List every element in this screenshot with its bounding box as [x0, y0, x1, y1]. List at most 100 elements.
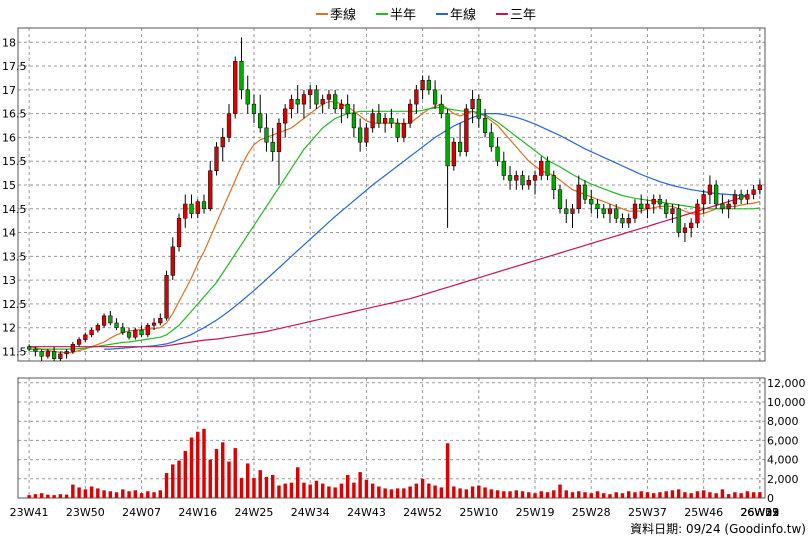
volume-bar	[701, 490, 706, 498]
candle-body	[645, 203, 650, 210]
price-tick-label: 14.5	[2, 203, 27, 216]
volume-bar	[751, 492, 756, 498]
candle-body	[70, 344, 75, 352]
candle-body	[520, 175, 525, 186]
candle-body	[582, 184, 588, 200]
x-tick-label: 26W39	[740, 506, 779, 519]
volume-bar	[283, 483, 287, 498]
volume-bar	[564, 490, 568, 498]
candle-body	[482, 118, 488, 133]
moving-average-lines	[29, 101, 761, 354]
candle-body	[545, 160, 550, 176]
volume-bar	[177, 460, 181, 498]
candle-body	[489, 132, 494, 148]
volume-bar	[739, 493, 743, 498]
candle-body	[426, 80, 431, 91]
volume-bar	[171, 464, 175, 498]
volume-bar	[64, 494, 69, 498]
x-tick-label: 24W34	[291, 506, 330, 519]
price-tick-label: 17	[2, 84, 16, 97]
volume-bar	[689, 493, 693, 498]
candle-body	[557, 189, 563, 210]
volume-bar	[470, 486, 475, 498]
volume-bar	[639, 491, 643, 498]
x-tick-label: 24W43	[347, 506, 386, 519]
candle-body	[714, 184, 719, 205]
candle-body	[726, 203, 731, 210]
candle-body	[526, 179, 531, 186]
price-tick-label: 11.5	[2, 345, 27, 358]
legend: 季線 半年 年線 三年	[316, 7, 536, 23]
volume-bar	[433, 485, 437, 498]
candle-body	[401, 122, 406, 138]
volume-bar	[227, 461, 231, 498]
volume-bar	[539, 491, 543, 498]
candle-body	[145, 325, 150, 336]
volume-bar	[670, 490, 675, 498]
volume-bar	[139, 493, 144, 498]
candle-body	[657, 199, 663, 205]
volume-plot-frame	[17, 377, 766, 499]
candle-body	[495, 146, 500, 162]
volume-bar	[39, 493, 44, 498]
volume-bar	[620, 493, 625, 498]
volume-bar	[514, 490, 519, 498]
candle-body	[476, 99, 481, 119]
candle-body	[358, 127, 363, 143]
volume-bar	[202, 428, 206, 498]
price-tick-label: 18	[2, 36, 16, 49]
volume-bar	[720, 489, 725, 498]
volume-axis-labels: 12,000 10,000 8,000 6,000 4,000 2,000 0	[767, 377, 806, 505]
price-axis-labels: 18 17.5 17 16.5 16 15.5 15 14.5 14 13.5 13 12.5 12 11…	[2, 36, 27, 358]
volume-bar	[439, 487, 444, 498]
price-tick-label: 14	[2, 227, 16, 240]
volume-bar	[258, 470, 262, 498]
candle-body	[239, 61, 244, 91]
volume-bar	[533, 493, 537, 498]
volume-bar	[96, 488, 100, 498]
x-tick-label: 24W25	[235, 506, 274, 519]
candle-body	[383, 118, 388, 124]
candle-body	[632, 203, 638, 219]
volume-bar	[577, 491, 581, 498]
price-tick-label: 12	[2, 322, 16, 335]
candle-body	[626, 218, 631, 224]
candle-body	[457, 141, 463, 152]
candle-body	[532, 175, 538, 181]
volume-bar	[520, 491, 525, 498]
candle-body	[95, 325, 100, 331]
volume-bar	[545, 492, 550, 498]
candle-body	[276, 122, 282, 152]
candle-body	[314, 89, 319, 105]
candlesticks	[26, 37, 763, 361]
candle-body	[470, 99, 475, 110]
volume-bar	[745, 491, 750, 498]
candle-body	[507, 175, 513, 181]
volume-bar	[683, 492, 687, 498]
volume-bar	[102, 490, 106, 498]
volume-bar	[58, 494, 63, 498]
candle-body	[589, 199, 594, 205]
volume-bar	[608, 494, 612, 498]
candle-body	[33, 348, 38, 352]
candle-body	[58, 353, 63, 359]
candle-body	[614, 208, 619, 219]
candle-body	[732, 194, 738, 205]
candle-body	[220, 137, 225, 148]
candle-body	[395, 122, 400, 138]
candle-body	[539, 160, 544, 176]
volume-bar	[552, 490, 556, 498]
candle-body	[389, 118, 394, 124]
volume-bar	[302, 482, 306, 498]
candle-body	[620, 218, 625, 224]
candle-body	[264, 127, 269, 143]
volume-bar	[358, 472, 362, 498]
candle-body	[757, 184, 763, 190]
volume-bar	[427, 483, 431, 498]
volume-bar	[389, 489, 394, 498]
volume-bar	[164, 473, 169, 498]
candle-body	[170, 246, 175, 276]
volume-bar	[733, 492, 737, 498]
volume-tick-label: 2,000	[767, 473, 799, 486]
volume-bars	[27, 428, 762, 498]
